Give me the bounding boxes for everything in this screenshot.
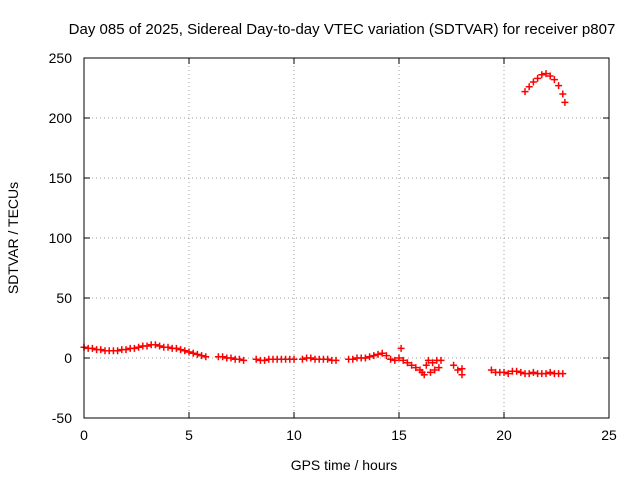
data-points: [80, 70, 569, 379]
plot-frame: [83, 57, 610, 419]
y-tick-label: 100: [49, 230, 73, 246]
data-point: [143, 342, 151, 350]
data-point: [458, 371, 466, 379]
data-point: [395, 354, 403, 362]
data-point: [185, 348, 193, 356]
data-point: [487, 366, 495, 374]
data-point: [97, 346, 105, 354]
data-point: [361, 354, 369, 362]
data-point: [151, 341, 159, 349]
data-point: [525, 370, 533, 378]
y-tick-label: 200: [49, 110, 73, 126]
data-point: [550, 76, 558, 84]
data-point: [189, 349, 197, 357]
y-tick-label: 150: [49, 170, 73, 186]
data-point: [290, 355, 298, 363]
data-point: [332, 356, 340, 364]
data-point: [177, 346, 185, 354]
data-point: [420, 371, 428, 379]
data-point: [435, 364, 443, 372]
y-axis-label: SDTVAR / TECUs: [5, 182, 21, 294]
chart-title: Day 085 of 2025, Sidereal Day-to-day VTE…: [69, 21, 616, 38]
data-point: [164, 343, 172, 351]
data-point: [422, 361, 430, 369]
data-point: [387, 355, 395, 363]
x-tick-label: 25: [601, 427, 617, 443]
x-axis-label: GPS time / hours: [291, 457, 398, 473]
data-point: [235, 355, 243, 363]
y-tick-label: 0: [64, 350, 72, 366]
x-tick-label: 0: [80, 427, 88, 443]
data-point: [555, 82, 563, 90]
data-point: [458, 365, 466, 373]
data-point: [542, 370, 550, 378]
data-point: [412, 364, 420, 372]
data-point: [427, 368, 434, 376]
data-point: [366, 353, 374, 361]
data-point: [534, 74, 542, 82]
y-tick-label: 50: [56, 290, 72, 306]
data-point: [529, 78, 537, 86]
data-point: [307, 354, 315, 362]
data-point: [122, 346, 130, 354]
data-point: [431, 366, 439, 374]
data-point: [135, 343, 143, 351]
data-point: [172, 344, 180, 352]
data-point: [156, 342, 164, 350]
data-point: [370, 352, 378, 360]
data-point: [559, 90, 567, 98]
data-point: [559, 370, 567, 378]
data-point: [437, 356, 445, 364]
data-point: [114, 347, 122, 355]
data-point: [513, 367, 521, 375]
data-point: [391, 356, 399, 364]
data-point: [252, 355, 260, 363]
data-point: [374, 350, 382, 358]
data-point: [546, 368, 554, 376]
data-point: [261, 356, 269, 364]
data-point: [193, 350, 201, 358]
data-point: [349, 355, 357, 363]
data-point: [408, 361, 416, 369]
data-point: [240, 356, 248, 364]
data-point: [324, 355, 332, 363]
data-point: [454, 366, 462, 374]
data-point: [219, 353, 227, 361]
data-point: [88, 344, 96, 352]
data-point: [429, 359, 437, 367]
data-point: [424, 356, 432, 364]
x-tick-label: 10: [286, 427, 302, 443]
x-tick-label: 20: [496, 427, 512, 443]
data-point: [198, 352, 206, 360]
data-point: [546, 72, 554, 80]
x-tick-labels: 0 5 10 15 20 25: [80, 427, 617, 443]
data-point: [298, 355, 306, 363]
data-point: [202, 353, 210, 361]
data-point: [378, 349, 386, 357]
data-point: [399, 356, 407, 364]
data-point: [529, 368, 537, 376]
data-point: [227, 354, 235, 362]
data-point: [525, 83, 533, 91]
x-tick-label: 5: [185, 427, 193, 443]
data-point: [397, 344, 405, 352]
data-point: [450, 361, 458, 369]
data-point: [538, 71, 546, 79]
data-point: [382, 352, 390, 360]
x-tick-label: 15: [391, 427, 407, 443]
y-tick-labels: -50 0 50 100 150 200 250: [49, 50, 73, 426]
data-point: [542, 70, 550, 78]
data-point: [500, 368, 508, 376]
data-point: [130, 344, 138, 352]
y-tick-label: -50: [52, 410, 72, 426]
data-point: [561, 98, 569, 106]
data-point: [517, 368, 525, 376]
data-point: [403, 359, 411, 367]
y-tick-label: 250: [49, 50, 73, 66]
data-point: [521, 88, 529, 96]
data-point: [181, 347, 189, 355]
data-point: [504, 370, 512, 378]
